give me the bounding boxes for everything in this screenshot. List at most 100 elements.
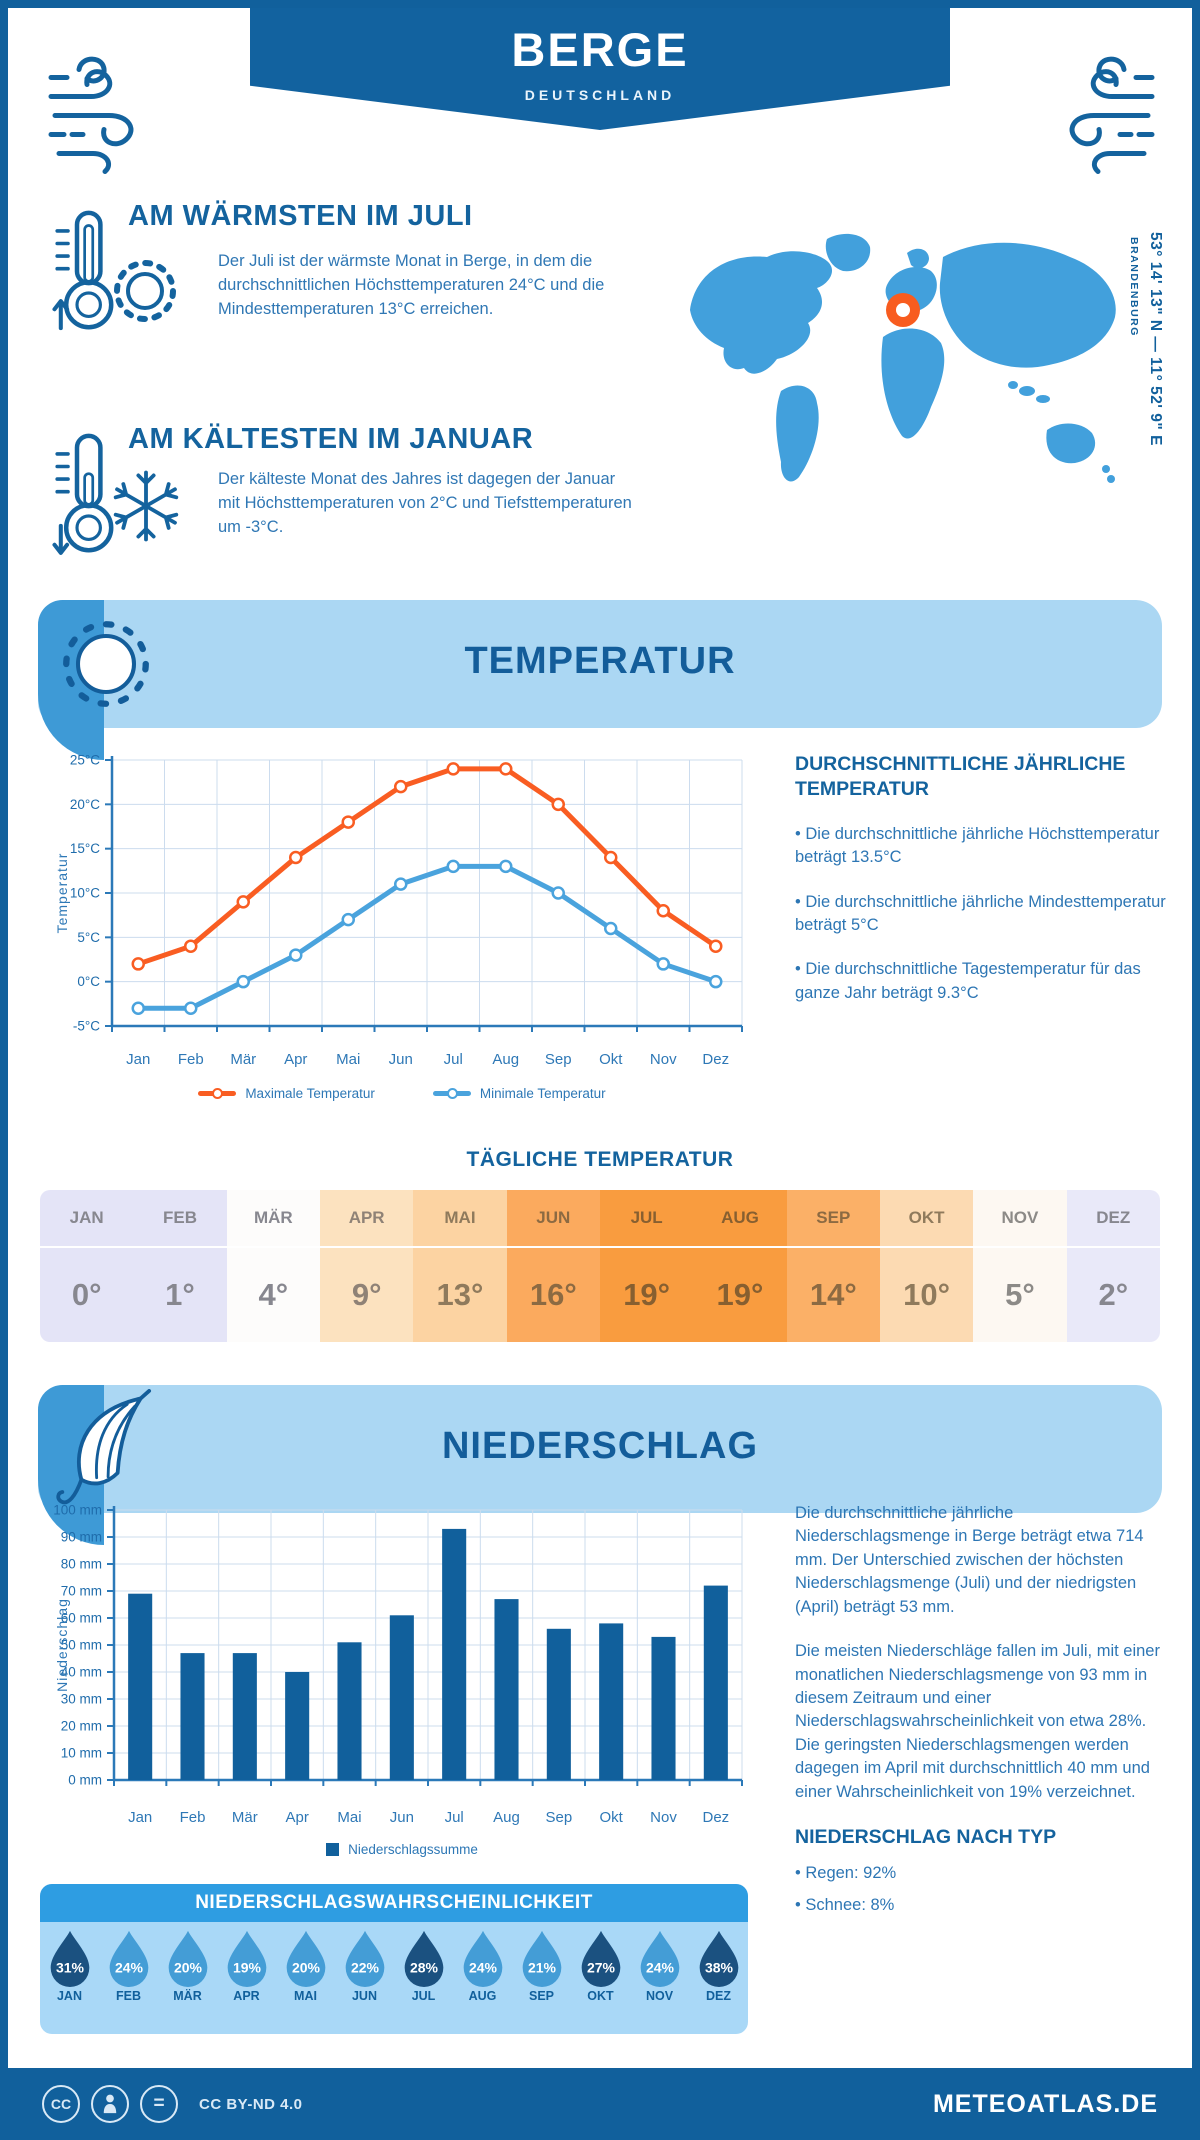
svg-text:10 mm: 10 mm (61, 1746, 102, 1761)
region-text: BRANDENBURG (1128, 237, 1140, 337)
probability-cell: 28% JUL (394, 1929, 453, 2003)
daily-table-value: 10° (879, 1248, 974, 1342)
daily-table-column: JUL 19° (599, 1190, 694, 1342)
legend-item: Maximale Temperatur (198, 1086, 375, 1101)
precipitation-paragraph-2: Die meisten Niederschläge fallen im Juli… (795, 1642, 1160, 1801)
sun-icon-small (114, 260, 176, 322)
probability-cell: 27% OKT (571, 1929, 630, 2003)
x-axis-label: Jan (128, 1809, 152, 1826)
svg-text:100 mm: 100 mm (53, 1503, 102, 1518)
droplet-icon: 24% (640, 1930, 679, 1987)
precipitation-bar (128, 1593, 153, 1780)
daily-table-month: JUL (599, 1190, 694, 1248)
x-axis-label: Nov (650, 1051, 677, 1068)
wind-icon-right (1069, 56, 1155, 174)
legend-line-swatch (198, 1088, 237, 1099)
daily-table-value: 4° (226, 1248, 320, 1342)
droplet-month: JUL (411, 1989, 436, 2003)
x-axis-label: Aug (493, 1809, 520, 1826)
svg-text:30 mm: 30 mm (61, 1692, 102, 1707)
droplet-percent: 22% (350, 1960, 379, 1976)
x-axis-label: Dez (702, 1809, 729, 1826)
droplet-percent: 21% (527, 1960, 556, 1976)
coordinates-text: 53° 14' 13" N — 11° 52' 9" E (1147, 232, 1164, 446)
daily-table-value: 1° (133, 1248, 227, 1342)
y-axis-title: Niederschlag (54, 1598, 70, 1692)
precipitation-bar (703, 1585, 728, 1780)
equals-icon: = (140, 2085, 178, 2123)
license-text: CC BY-ND 4.0 (199, 2095, 303, 2113)
svg-text:60 mm: 60 mm (61, 1611, 102, 1626)
daily-table-column: FEB 1° (133, 1190, 227, 1342)
daily-temperature-table: JAN 0° FEB 1° MÄR 4° APR 9° MAI 13° JUN 16° JUL 19° AU… (40, 1190, 1160, 1342)
droplet-month: OKT (587, 1989, 614, 2003)
x-axis-label: Jul (445, 1809, 464, 1826)
precipitation-bar (442, 1528, 467, 1780)
precipitation-banner-body (38, 1385, 1162, 1513)
svg-text:40 mm: 40 mm (61, 1665, 102, 1680)
droplet-icon: 28% (404, 1930, 443, 1987)
x-axis-label: Mär (230, 1051, 256, 1068)
daily-table-value: 16° (506, 1248, 600, 1342)
person-icon (91, 2085, 129, 2123)
legend-dot (446, 1088, 458, 1099)
legend-line-swatch (432, 1088, 471, 1099)
legend-label: Niederschlagssumme (348, 1842, 478, 1857)
precipitation-bar (337, 1642, 362, 1780)
droplet-month: FEB (116, 1989, 141, 2003)
annual-heading: DURCHSCHNITTLICHE JÄHRLICHE TEMPERATUR (795, 753, 1126, 801)
probability-cell: 20% MAI (276, 1929, 335, 2003)
x-axis-label: Jul (444, 1051, 463, 1068)
daily-table-month: FEB (133, 1190, 227, 1248)
page-subtitle: DEUTSCHLAND (524, 87, 676, 103)
probability-droplets: 31% JAN 24% FEB 20% MÄR 19% APR 20% MAI 22% JUN 28% J… (40, 1922, 748, 2003)
precipitation-summary: Die durchschnittliche jährliche Niedersc… (795, 1502, 1170, 1938)
probability-panel: NIEDERSCHLAGSWAHRSCHEINLICHKEIT 31% JAN 24… (40, 1884, 748, 2034)
daily-table-month: DEZ (1066, 1190, 1160, 1248)
header-banner: BERGE DEUTSCHLAND (250, 0, 950, 130)
daily-table-value: 19° (599, 1248, 694, 1342)
annual-bullet-3: • Die durchschnittliche Tagestemperatur … (795, 960, 1141, 1002)
droplet-percent: 28% (409, 1960, 438, 1976)
x-axis-label: Feb (178, 1051, 204, 1068)
droplet-percent: 20% (173, 1960, 202, 1976)
svg-text:90 mm: 90 mm (61, 1530, 102, 1545)
probability-cell: 20% MÄR (158, 1929, 217, 2003)
daily-table-value: 19° (693, 1248, 787, 1342)
daily-table-value: 9° (319, 1248, 414, 1342)
droplet-month: NOV (645, 1989, 674, 2003)
droplet-icon: 22% (345, 1930, 384, 1987)
daily-table-month: AUG (693, 1190, 787, 1248)
droplet-month: JAN (56, 1989, 82, 2003)
precipitation-bar (599, 1623, 624, 1780)
daily-table-column: NOV 5° (973, 1190, 1067, 1342)
precipitation-bar (389, 1615, 414, 1780)
x-axis-label: Jun (390, 1809, 414, 1826)
precipitation-bar (232, 1653, 257, 1780)
svg-text:5°C: 5°C (77, 930, 100, 945)
svg-text:-5°C: -5°C (73, 1019, 100, 1034)
droplet-month: SEP (528, 1989, 554, 2003)
x-axis-label: Aug (492, 1051, 519, 1068)
daily-table-month: SEP (786, 1190, 880, 1248)
svg-text:25°C: 25°C (70, 753, 100, 768)
daily-table-column: JUN 16° (506, 1190, 600, 1342)
x-axis-label: Okt (599, 1051, 623, 1068)
umbrella-icon (56, 1389, 152, 1505)
daily-table-month: JAN (40, 1190, 134, 1248)
svg-text:15°C: 15°C (70, 841, 100, 856)
daily-table-title: TÄGLICHE TEMPERATUR (466, 1148, 734, 1171)
droplet-month: DEZ (706, 1989, 731, 2003)
droplet-percent: 20% (291, 1960, 320, 1976)
daily-table-value: 5° (973, 1248, 1067, 1342)
precipitation-chart: 0 mm 10 mm 20 mm 30 mm 40 mm 50 mm 60 mm 70 mm 8… (53, 1503, 743, 1826)
x-axis-label: Dez (702, 1051, 729, 1068)
x-axis-label: Apr (284, 1051, 307, 1068)
droplet-percent: 24% (468, 1960, 497, 1976)
svg-text:0 mm: 0 mm (68, 1773, 102, 1788)
daily-table-month: JUN (506, 1190, 600, 1248)
daily-table-value: 0° (40, 1248, 134, 1342)
droplet-icon: 20% (168, 1930, 207, 1987)
coldest-heading: AM KÄLTESTEN IM JANUAR (128, 423, 534, 455)
daily-table-column: OKT 10° (879, 1190, 974, 1342)
